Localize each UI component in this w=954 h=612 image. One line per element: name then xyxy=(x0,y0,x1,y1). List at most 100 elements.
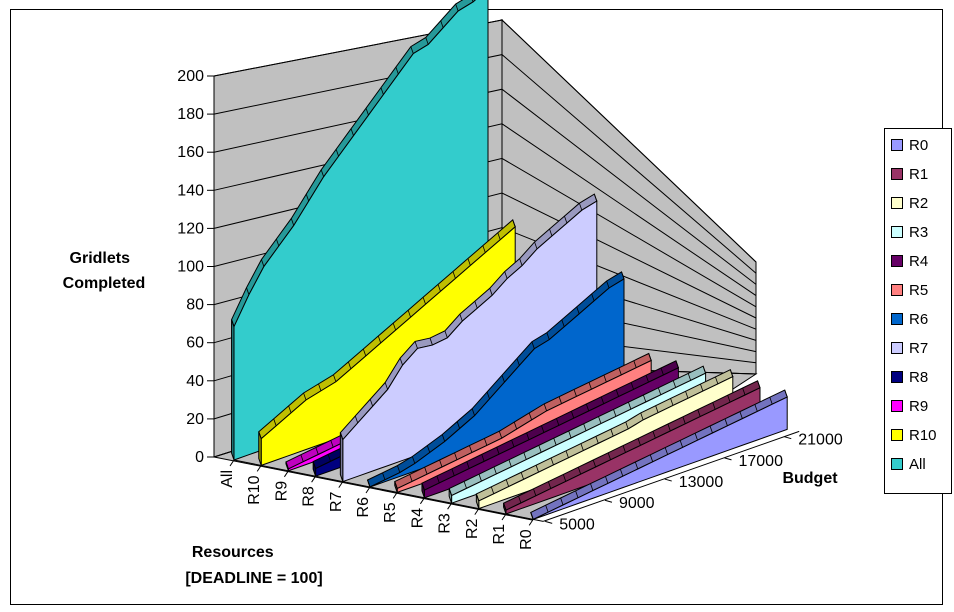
resource-tick-label: R8 xyxy=(301,486,318,507)
legend-swatch xyxy=(891,168,903,180)
ribbon-seg-R7 xyxy=(444,330,448,338)
ribbon-seg-R1 xyxy=(712,402,716,410)
legend-item-R4: R4 xyxy=(891,252,928,270)
gridline xyxy=(213,88,757,285)
ribbon-seg-R7 xyxy=(369,399,374,407)
z-tick-label: 180 xyxy=(177,106,204,123)
resource-tick-label: All xyxy=(219,470,236,488)
resource-tick-label: R1 xyxy=(491,524,508,545)
resource-axis-title: Resources [DEADLINE = 100] xyxy=(185,544,322,587)
legend-swatch xyxy=(891,226,903,238)
ribbon-seg-R4 xyxy=(556,418,560,426)
ribbon-seg-R3 xyxy=(463,481,467,489)
ribbon-seg-All xyxy=(320,169,325,177)
ribbon-seg-R1 xyxy=(547,481,552,489)
gridline xyxy=(213,19,757,263)
ribbon-seg-R0 xyxy=(694,433,698,441)
ribbon-seg-All xyxy=(471,0,474,3)
ribbon-seg-R0 xyxy=(754,404,758,412)
resource-axis-title-line-1: Resources xyxy=(192,544,274,561)
legend-item-R7: R7 xyxy=(891,339,928,357)
z-axis-title-line-1: Gridlets xyxy=(70,250,131,267)
ribbon-seg-R10 xyxy=(452,271,456,279)
legend-item-R9: R9 xyxy=(891,397,928,415)
resource-tick-label: R6 xyxy=(355,497,372,518)
z-tick-label: 140 xyxy=(177,182,204,199)
z-tick-label: 20 xyxy=(186,411,204,428)
series-ribbons xyxy=(231,0,788,521)
ribbon-seg-R4 xyxy=(496,447,500,455)
ribbon-seg-R10 xyxy=(333,374,337,382)
ribbon-seg-R1 xyxy=(592,459,597,468)
ribbon-seg-All xyxy=(261,259,265,267)
legend-label: R6 xyxy=(909,310,929,328)
ribbon-seg-R1 xyxy=(503,503,507,511)
ribbon-seg-R0 xyxy=(530,512,534,520)
ribbon-seg-R1 xyxy=(637,438,641,446)
ribbon-seg-R6 xyxy=(576,306,580,314)
ribbon-seg-R6 xyxy=(531,341,535,349)
ribbon-seg-R1 xyxy=(682,416,686,424)
ribbon-seg-R10 xyxy=(437,284,441,292)
ribbon-seg-R10 xyxy=(392,322,397,331)
legend-swatch xyxy=(891,255,903,267)
ribbon-seg-R1 xyxy=(622,445,626,453)
gridline xyxy=(213,54,757,274)
resource-tick-mark xyxy=(392,492,398,499)
ribbon-seg-All xyxy=(335,149,339,157)
ribbon-seg-R5 xyxy=(543,403,547,412)
z-tick-label: 80 xyxy=(186,297,204,314)
ribbon-seg-R2 xyxy=(625,421,629,430)
ribbon-seg-R7 xyxy=(414,341,418,349)
ribbon-seg-All xyxy=(455,3,459,12)
ribbon-seg-R7 xyxy=(429,337,433,346)
resource-axis: All R10 R9 R8 R7 R6 R5 R4 R3 R2 R1 R0 xyxy=(219,459,544,550)
ribbon-seg-R1 xyxy=(667,423,671,432)
ribbon-seg-R5 xyxy=(513,421,518,430)
budget-tick-mark xyxy=(664,478,672,482)
ribbon-seg-R2 xyxy=(565,450,569,458)
ribbon-seg-R1 xyxy=(697,409,701,417)
ribbon-seg-R8 xyxy=(327,454,331,462)
budget-tick-label: 13000 xyxy=(679,474,724,491)
ribbon-seg-All xyxy=(350,128,354,136)
z-tick-label: 120 xyxy=(177,220,204,237)
ribbon-seg-R2 xyxy=(715,376,719,385)
ribbon-seg-R10 xyxy=(377,335,382,344)
ribbon-seg-R2 xyxy=(520,472,525,480)
ribbon-seg-R4 xyxy=(451,468,455,476)
ribbon-seg-R4 xyxy=(660,367,664,376)
legend-label: R5 xyxy=(909,281,929,299)
ribbon-seg-R1 xyxy=(757,380,761,388)
resource-tick-label: R0 xyxy=(518,529,535,550)
ribbon-seg-R5 xyxy=(603,374,607,383)
ribbon-seg-R7 xyxy=(593,193,598,202)
ribbon-seg-R3 xyxy=(523,452,527,460)
ribbon-seg-R6 xyxy=(441,434,446,442)
ribbon-seg-R3 xyxy=(643,394,647,403)
ribbon-cap-All xyxy=(231,319,235,461)
legend-label: All xyxy=(909,455,926,473)
ribbon-seg-R7 xyxy=(549,228,553,237)
budget-tick-mark xyxy=(604,499,613,503)
ribbon-seg-R4 xyxy=(585,403,590,412)
resource-tick-label: R9 xyxy=(273,481,290,502)
ribbon-seg-R4 xyxy=(421,483,425,491)
ribbon-seg-R7 xyxy=(564,215,568,224)
ribbon-seg-R0 xyxy=(605,476,609,484)
ribbon-seg-R2 xyxy=(729,369,734,377)
ribbon-seg-R6 xyxy=(367,479,371,488)
ribbon-seg-All xyxy=(290,218,295,226)
ribbon-seg-R6 xyxy=(516,358,520,366)
ribbon-seg-R0 xyxy=(679,440,683,448)
ribbon-face-R0 xyxy=(532,396,788,520)
ribbon-seg-R7 xyxy=(579,203,583,211)
ribbon-seg-R0 xyxy=(545,505,549,513)
resource-tick-mark xyxy=(501,513,507,521)
ribbon-seg-R3 xyxy=(448,488,452,496)
ribbon-seg-All xyxy=(380,87,384,95)
legend: R0 R1 R2 R3 R4 R5 R6 R7 R8 R9 R10 All xyxy=(884,128,952,494)
ribbon-seg-R0 xyxy=(664,447,669,455)
ribbon-seg-R1 xyxy=(518,495,522,504)
